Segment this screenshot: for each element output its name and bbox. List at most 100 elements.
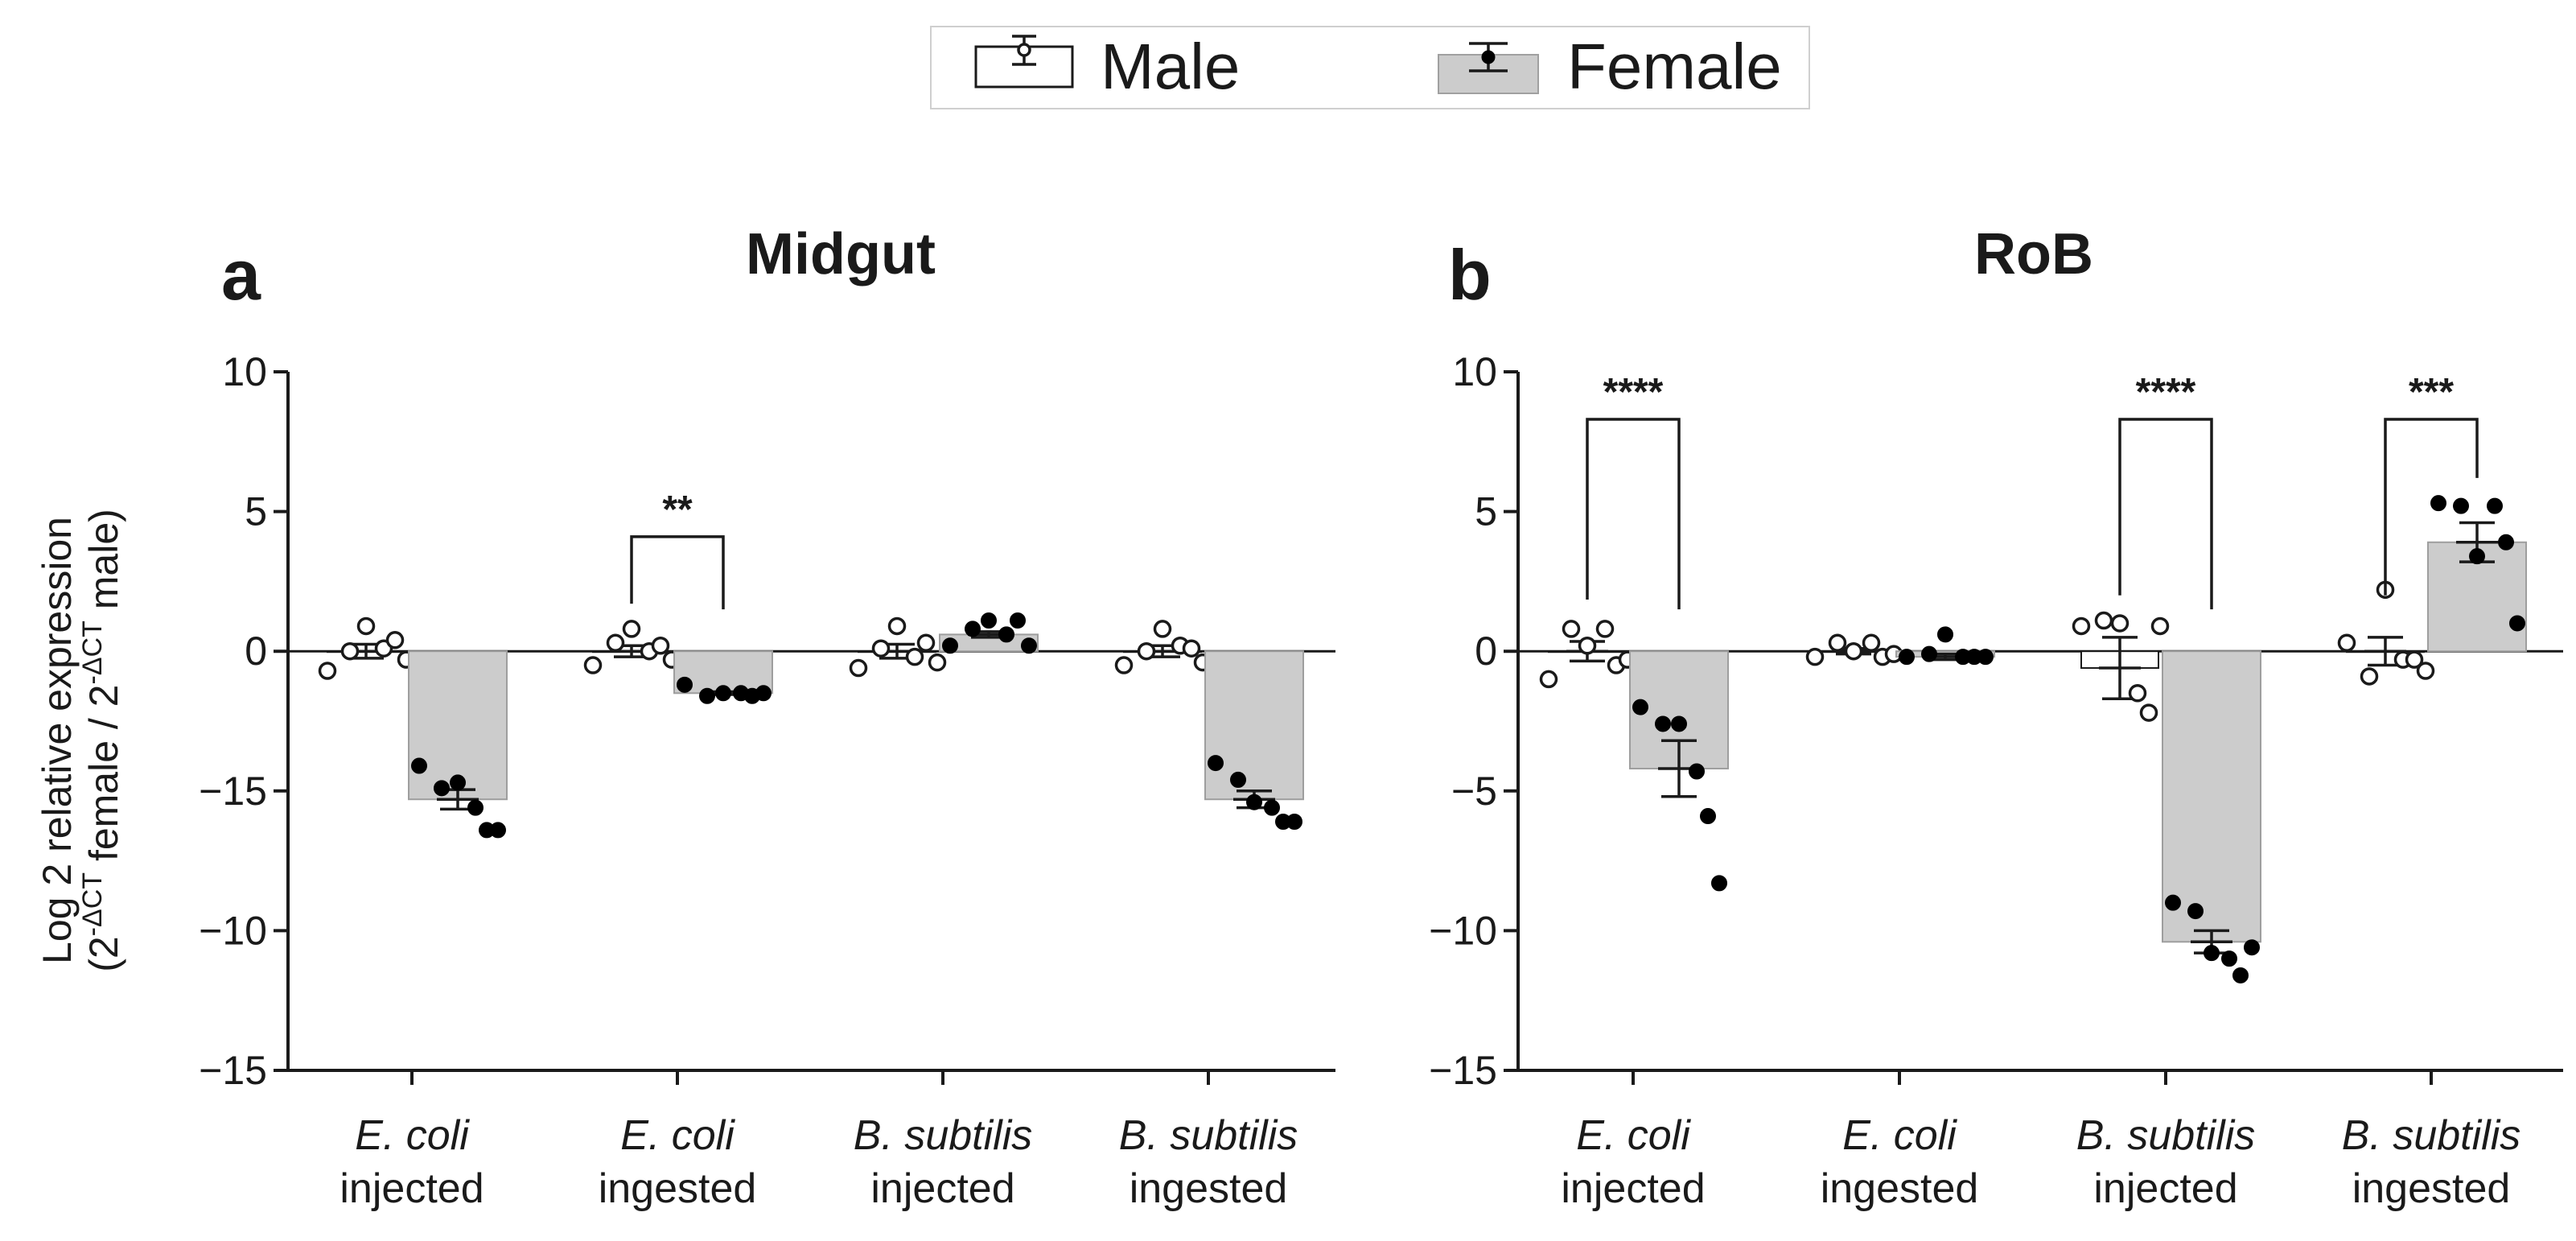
category-label-route: ingested xyxy=(599,1165,757,1212)
y-axis-label-line1: Log 2 relative expression xyxy=(35,517,80,964)
data-point-male xyxy=(905,647,924,666)
panel-title: RoB xyxy=(1974,222,2093,287)
significance-label: **** xyxy=(2136,371,2196,414)
legend-male-symbol xyxy=(974,35,1074,89)
panel-letter: b xyxy=(1448,235,1492,315)
data-point-female xyxy=(2165,894,2181,911)
data-point-female xyxy=(1632,699,1648,715)
data-point-female xyxy=(1021,637,1037,654)
data-point-male xyxy=(928,653,947,672)
data-point-female xyxy=(1899,649,1915,666)
data-point-female xyxy=(2453,497,2469,514)
data-point-male xyxy=(849,658,868,678)
data-point-male xyxy=(1182,639,1201,658)
data-point-male xyxy=(1844,641,1863,661)
data-point-male xyxy=(1114,656,1134,674)
y-tick-label: 10 xyxy=(1452,349,1497,394)
data-point-female xyxy=(1921,645,1937,662)
significance-bracket xyxy=(630,535,725,610)
data-point-male xyxy=(606,633,625,653)
data-point-female xyxy=(1655,715,1671,732)
category-label-species: E. coli xyxy=(355,1112,470,1159)
data-point-female xyxy=(755,685,772,702)
data-point-female xyxy=(677,676,693,693)
data-point-male xyxy=(651,637,670,655)
y-tick-label: 0 xyxy=(245,629,267,674)
y-tick-label: −15 xyxy=(199,1048,267,1093)
data-point-female xyxy=(490,822,506,839)
data-point-male xyxy=(1595,620,1615,638)
data-point-male xyxy=(583,656,603,674)
legend-female-marker xyxy=(1481,50,1496,64)
category-label-species: E. coli xyxy=(1576,1112,1691,1159)
panel-letter: a xyxy=(221,235,261,315)
data-point-male xyxy=(2128,684,2147,703)
data-point-male xyxy=(2360,667,2379,686)
panel-title: Midgut xyxy=(746,222,936,287)
data-point-female xyxy=(2232,967,2249,983)
data-point-male xyxy=(1562,620,1581,638)
significance-label: ** xyxy=(662,489,693,531)
data-point-male xyxy=(887,616,907,636)
data-point-female xyxy=(715,685,731,702)
data-point-male xyxy=(1828,633,1847,653)
category-label-route: injected xyxy=(2093,1165,2237,1212)
category-label-species: B. subtilis xyxy=(2342,1112,2521,1159)
data-point-female xyxy=(1937,626,1953,643)
data-point-male xyxy=(916,633,936,653)
legend: Male Female xyxy=(930,26,1810,109)
data-point-female xyxy=(965,620,981,637)
data-point-female xyxy=(699,687,715,704)
data-point-male xyxy=(2072,616,2091,636)
y-tick-label: −15 xyxy=(199,769,267,814)
data-point-female xyxy=(2204,945,2220,962)
data-point-female xyxy=(1010,612,1026,629)
significance-bracket xyxy=(2384,418,2479,596)
panel-midgut: a Midgut 10 5 0 −15 −10 −15 E. coli injected E. co… xyxy=(199,222,1335,1212)
data-point-male xyxy=(340,641,360,661)
data-point-female xyxy=(411,757,427,774)
data-point-female xyxy=(467,799,484,816)
data-point-female xyxy=(1264,799,1280,816)
data-point-male xyxy=(871,639,891,658)
category-label-route: injected xyxy=(870,1165,1014,1212)
y-tick-label: −15 xyxy=(1429,1048,1497,1093)
data-point-female xyxy=(2498,534,2514,550)
data-point-female xyxy=(2244,939,2260,956)
category-label-species: B. subtilis xyxy=(2076,1112,2256,1159)
data-point-female xyxy=(2487,497,2503,514)
significance-bracket xyxy=(2118,418,2213,610)
data-point-female xyxy=(998,626,1014,643)
data-point-male xyxy=(2139,703,2158,722)
data-point-female xyxy=(981,612,997,629)
data-point-female xyxy=(2509,615,2525,632)
data-point-female xyxy=(2469,548,2485,565)
y-tick-label: 10 xyxy=(222,349,267,394)
legend-female-label: Female xyxy=(1567,31,1782,102)
data-point-female xyxy=(2187,903,2204,920)
y-tick-label: 0 xyxy=(1475,629,1497,674)
y-axis-label: Log 2 relative expression (2-ΔCT female … xyxy=(35,509,126,972)
category-label-species: E. coli xyxy=(620,1112,735,1159)
data-point-female xyxy=(1689,763,1705,780)
y-tick-label: −10 xyxy=(1429,908,1497,953)
legend-female-symbol xyxy=(1438,42,1539,94)
data-point-male xyxy=(1539,670,1558,689)
data-point-male xyxy=(2150,616,2170,636)
legend-male-label: Male xyxy=(1101,31,1240,102)
data-point-male xyxy=(318,662,337,680)
data-point-female xyxy=(1671,715,1687,732)
legend-frame xyxy=(930,26,1810,109)
data-point-female xyxy=(1246,794,1262,810)
significance-label: **** xyxy=(1603,371,1664,414)
y-tick-label: −10 xyxy=(199,908,267,953)
category-label-route: ingested xyxy=(1130,1165,1288,1212)
data-point-male xyxy=(1153,620,1172,638)
data-point-male xyxy=(1862,633,1881,653)
legend-male-marker xyxy=(1017,43,1031,57)
data-point-female xyxy=(2221,950,2237,967)
data-point-male xyxy=(2416,662,2435,680)
category-label-route: injected xyxy=(339,1165,484,1212)
data-point-male xyxy=(385,631,405,649)
